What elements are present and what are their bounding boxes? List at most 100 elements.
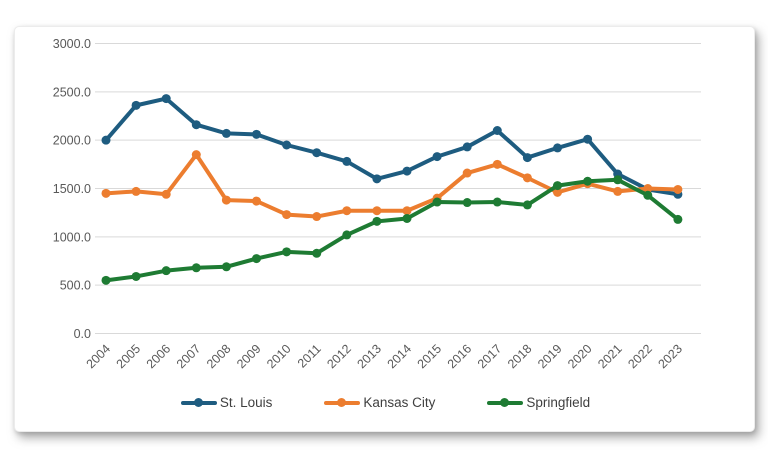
data-point xyxy=(101,275,111,285)
x-axis-tick-label: 2016 xyxy=(445,342,475,372)
x-axis-tick-label: 2011 xyxy=(295,342,324,371)
series-line xyxy=(104,96,680,197)
y-axis-tick-label: 2000.0 xyxy=(53,134,91,148)
x-axis-tick-label: 2015 xyxy=(415,342,445,372)
data-point xyxy=(191,263,201,273)
data-point xyxy=(522,153,532,163)
data-point xyxy=(432,197,442,207)
data-point xyxy=(492,197,502,207)
data-point xyxy=(131,271,141,281)
data-point xyxy=(553,187,562,197)
data-point xyxy=(643,184,653,193)
data-point xyxy=(342,156,352,166)
data-point xyxy=(312,148,322,158)
legend-item-st-louis: St. Louis xyxy=(180,395,273,410)
data-point xyxy=(553,143,562,153)
y-axis-tick-label: 1000.0 xyxy=(53,230,91,244)
data-point xyxy=(252,196,261,206)
x-axis-tick-label: 2010 xyxy=(264,342,294,372)
data-point xyxy=(462,198,472,208)
data-point xyxy=(402,206,412,216)
data-point xyxy=(282,210,292,220)
x-axis-tick-label: 2017 xyxy=(475,342,505,372)
legend-item-kansas-city: Kansas City xyxy=(324,395,435,410)
y-axis-tick-label: 500.0 xyxy=(60,279,91,293)
data-point xyxy=(432,152,442,162)
data-point xyxy=(372,216,382,226)
line-chart: 3000.0 2500.0 2000.0 1500.0 1000.0 500.0 0.0 20… xyxy=(53,37,701,372)
series-line xyxy=(104,152,680,219)
data-point xyxy=(161,189,171,199)
data-point xyxy=(522,173,532,183)
x-axis-tick-label: 2018 xyxy=(505,342,535,372)
data-point xyxy=(372,206,382,216)
data-point xyxy=(252,254,261,264)
data-point xyxy=(402,166,412,176)
data-point xyxy=(282,140,292,150)
data-point xyxy=(221,262,231,272)
data-point xyxy=(613,175,623,185)
x-axis-tick-label: 2021 xyxy=(595,342,625,372)
data-point xyxy=(583,134,593,144)
x-axis-tick-label: 2023 xyxy=(655,342,685,372)
data-point xyxy=(673,214,683,224)
x-axis-tick-label: 2019 xyxy=(535,342,565,372)
data-point xyxy=(131,186,141,196)
data-point xyxy=(312,248,322,258)
data-point xyxy=(492,126,502,135)
data-point xyxy=(342,206,352,216)
data-point xyxy=(462,168,472,178)
chart-card: 3000.0 2500.0 2000.0 1500.0 1000.0 500.0 0.0 20… xyxy=(14,26,755,432)
chart-legend: St. Louis Kansas City Springfield xyxy=(15,395,756,410)
data-point xyxy=(221,195,231,205)
legend-label: Springfield xyxy=(526,395,591,410)
legend-marker-icon xyxy=(324,397,361,408)
data-point xyxy=(282,247,292,257)
data-point xyxy=(161,266,171,276)
x-axis-tick-label: 2007 xyxy=(174,342,204,372)
data-point xyxy=(372,174,382,184)
data-point xyxy=(101,135,111,145)
data-point xyxy=(673,184,683,194)
data-point xyxy=(101,188,111,198)
x-axis-tick-label: 2012 xyxy=(324,342,354,372)
y-axis-tick-label: 3000.0 xyxy=(53,37,91,51)
data-point xyxy=(462,142,472,152)
x-axis-tick-label: 2006 xyxy=(144,342,174,372)
legend-marker-icon xyxy=(180,397,217,408)
data-point xyxy=(131,100,141,110)
legend-marker-icon xyxy=(487,397,524,408)
data-point xyxy=(643,190,653,200)
data-point xyxy=(553,181,562,191)
data-point xyxy=(191,120,201,130)
x-axis-tick-label: 2013 xyxy=(354,342,384,372)
y-axis-tick-label: 2500.0 xyxy=(53,85,91,99)
legend-label: Kansas City xyxy=(363,395,436,410)
legend-label: St. Louis xyxy=(219,395,273,410)
data-point xyxy=(583,176,593,186)
series-line xyxy=(104,177,680,283)
data-point xyxy=(252,129,261,139)
x-axis-tick-label: 2008 xyxy=(204,342,234,372)
data-point xyxy=(312,212,322,222)
data-point xyxy=(161,94,171,104)
x-axis-tick-label: 2009 xyxy=(234,342,264,372)
series-st-louis xyxy=(101,94,683,199)
x-axis-tick-label: 2022 xyxy=(625,342,655,372)
data-point xyxy=(522,200,532,210)
y-axis-tick-label: 0.0 xyxy=(74,327,91,341)
data-point xyxy=(613,186,623,196)
data-point xyxy=(402,213,412,223)
x-axis-tick-label: 2020 xyxy=(565,342,595,372)
series-springfield xyxy=(101,175,683,285)
y-axis-tick-label: 1500.0 xyxy=(53,182,91,196)
legend-item-springfield: Springfield xyxy=(487,395,590,410)
data-point xyxy=(342,230,352,240)
x-axis-tick-label: 2014 xyxy=(385,342,415,372)
data-point xyxy=(492,159,502,169)
data-point xyxy=(221,128,231,138)
data-point xyxy=(191,150,201,160)
series-kansas-city xyxy=(101,150,683,222)
x-axis-tick-label: 2005 xyxy=(114,342,144,372)
